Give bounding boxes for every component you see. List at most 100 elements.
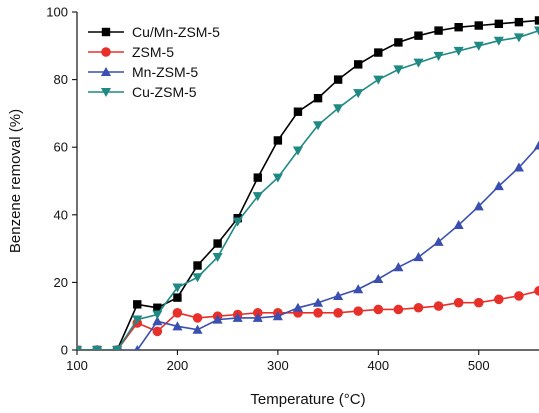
data-point (393, 65, 404, 75)
data-point (514, 17, 524, 27)
data-point (533, 140, 539, 150)
legend-marker (100, 66, 112, 77)
legend-item: Cu-ZSM-5 (88, 84, 197, 100)
data-series (77, 16, 539, 350)
y-tick-label: 20 (54, 275, 68, 290)
legend-label: ZSM-5 (132, 44, 174, 60)
data-point (173, 293, 182, 302)
data-point (193, 261, 202, 270)
data-point (473, 41, 484, 51)
y-tick-label: 0 (61, 343, 68, 358)
data-point (533, 26, 539, 36)
data-point (92, 345, 103, 350)
series-cu-zsm-5 (77, 26, 539, 350)
series-line (77, 290, 539, 350)
series-line (77, 19, 539, 350)
legend-label: Mn-ZSM-5 (132, 64, 198, 80)
legend-label: Cu-ZSM-5 (132, 84, 197, 100)
data-point (212, 314, 223, 324)
data-point (514, 291, 524, 301)
data-point (77, 345, 83, 350)
x-tick-label: 100 (66, 358, 88, 373)
data-point (152, 326, 163, 337)
series-mn-zsm-5 (77, 140, 539, 350)
data-point (493, 36, 504, 46)
data-point (292, 146, 303, 156)
y-axis-title: Benzene removal (%) (7, 109, 24, 253)
data-point (413, 252, 424, 262)
data-point (453, 297, 464, 308)
data-point (133, 300, 142, 309)
data-point (434, 26, 443, 35)
y-tick-label: 100 (46, 5, 68, 20)
legend-label: Cu/Mn-ZSM-5 (132, 24, 220, 40)
data-point (373, 75, 384, 85)
data-point (413, 302, 424, 313)
data-point (333, 104, 344, 114)
x-tick-label: 300 (267, 358, 289, 373)
data-point (313, 308, 323, 318)
data-point (192, 273, 203, 283)
data-point (474, 21, 483, 30)
legend-marker (101, 47, 111, 57)
y-tick-label: 40 (54, 207, 68, 222)
data-point (374, 48, 383, 57)
data-point (494, 19, 504, 29)
y-tick-label: 60 (54, 140, 68, 155)
data-point (132, 315, 143, 325)
legend-item: ZSM-5 (88, 44, 174, 60)
y-tick-label: 80 (54, 72, 68, 87)
data-point (453, 219, 464, 229)
legend-marker (100, 87, 112, 98)
x-tick-label: 200 (167, 358, 189, 373)
data-point (272, 311, 283, 321)
data-point (252, 312, 263, 322)
series-line (77, 144, 539, 350)
series-cu-mn-zsm-5 (77, 16, 539, 350)
x-tick-label: 500 (468, 358, 490, 373)
data-point (253, 173, 262, 182)
data-point (353, 89, 364, 99)
data-point (413, 58, 424, 68)
data-point (393, 262, 404, 272)
data-point (172, 321, 183, 331)
series-zsm-5 (77, 286, 539, 350)
data-point (394, 38, 403, 47)
data-point (373, 273, 384, 284)
data-point (192, 313, 203, 323)
data-point (473, 201, 484, 211)
data-point (153, 303, 162, 312)
data-point (333, 290, 344, 300)
x-axis-title: Temperature (°C) (250, 391, 365, 408)
data-point (313, 297, 324, 307)
data-point (212, 253, 223, 263)
data-point (433, 301, 444, 311)
data-point (152, 310, 163, 320)
data-point (353, 306, 364, 316)
data-point (252, 308, 263, 318)
data-point (272, 173, 283, 183)
y-axis-ticks: 0 20 40 60 80 100 (46, 5, 77, 358)
legend-item: Cu/Mn-ZSM-5 (88, 24, 220, 40)
x-axis-ticks: 100 200 300 400 500 (66, 350, 490, 373)
data-point (292, 302, 303, 312)
data-point (513, 33, 524, 43)
x-tick-label: 400 (367, 358, 389, 373)
data-point (433, 236, 444, 246)
data-point (313, 93, 323, 103)
data-point (192, 324, 203, 334)
data-point (172, 283, 183, 293)
data-point (373, 304, 384, 315)
legend-marker (101, 27, 111, 37)
data-point (433, 51, 444, 61)
axes (76, 12, 539, 351)
legend: Cu/Mn-ZSM-5 ZSM-5 Mn-ZSM-5 Cu-ZSM-5 (88, 24, 220, 100)
data-point (293, 107, 303, 116)
data-point (494, 294, 504, 305)
data-point (152, 316, 163, 326)
data-point (252, 192, 263, 202)
data-point (333, 75, 343, 84)
data-point (534, 16, 539, 25)
